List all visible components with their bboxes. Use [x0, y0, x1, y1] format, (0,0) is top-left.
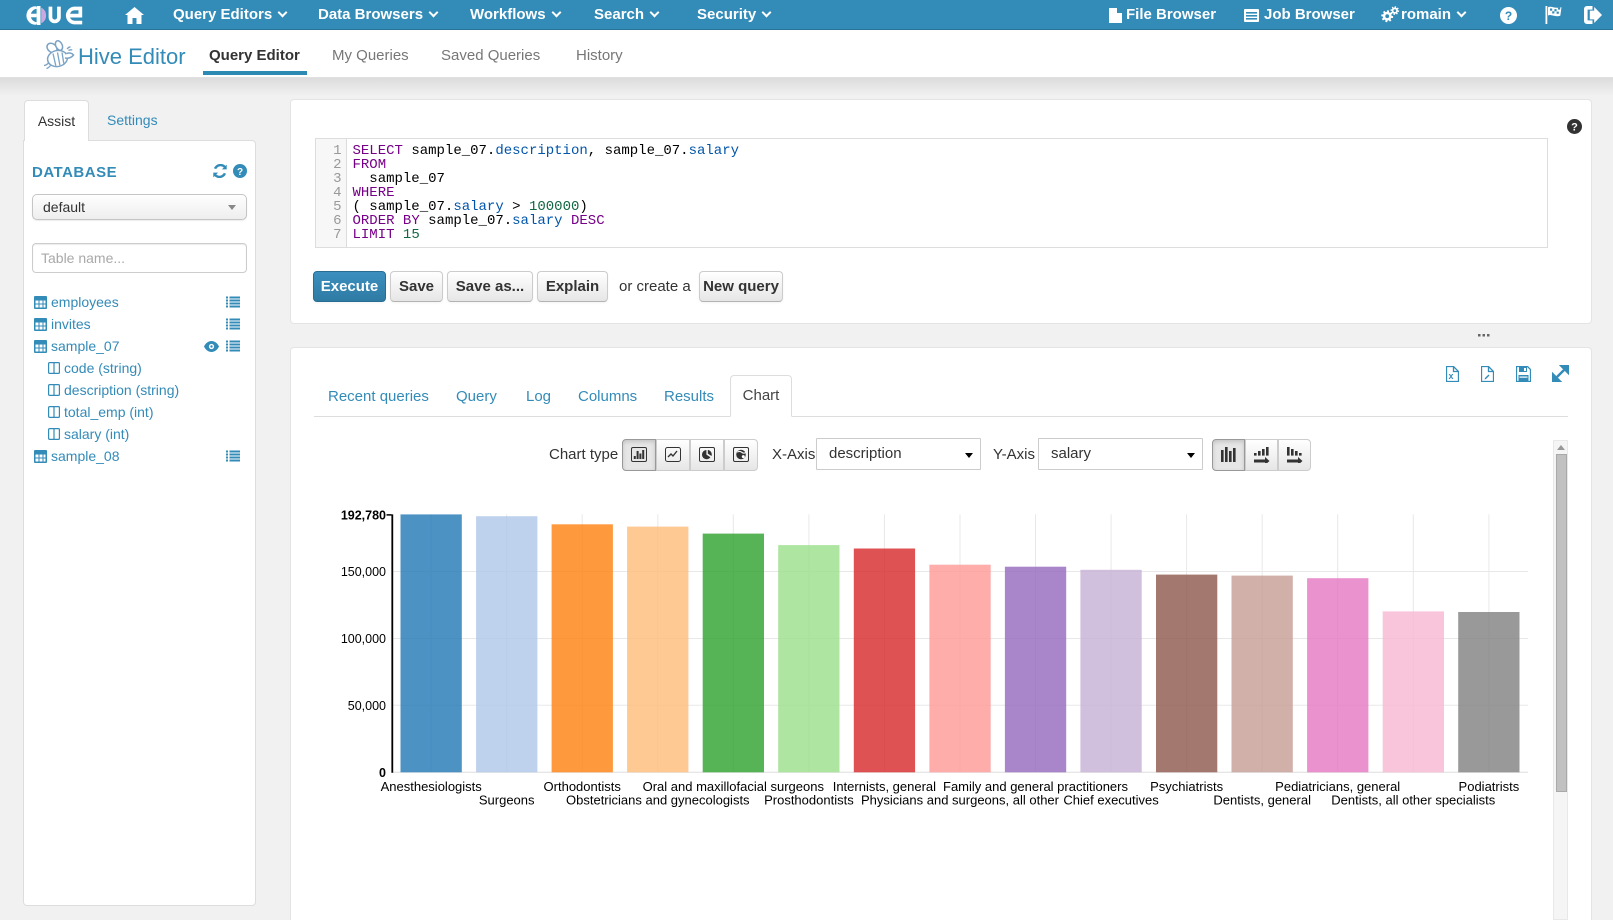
svg-text:Internists, general: Internists, general [833, 779, 936, 794]
svg-text:50,000: 50,000 [348, 699, 386, 713]
svg-text:Surgeons: Surgeons [479, 793, 535, 808]
svg-text:Physicians and surgeons, all o: Physicians and surgeons, all other [861, 793, 1060, 808]
svg-text:?: ? [1505, 9, 1512, 23]
svg-text:Dentists, all other specialist: Dentists, all other specialists [1331, 793, 1496, 808]
svg-text:0: 0 [379, 766, 386, 780]
svg-text:Dentists, general: Dentists, general [1213, 793, 1311, 808]
svg-text:150,000: 150,000 [341, 565, 386, 579]
svg-text:Family and general practitione: Family and general practitioners [943, 779, 1128, 794]
svg-text:Pediatricians, general: Pediatricians, general [1275, 779, 1400, 794]
svg-text:Anesthesiologists: Anesthesiologists [381, 779, 483, 794]
svg-text:?: ? [1571, 122, 1578, 134]
svg-text:?: ? [237, 167, 243, 178]
svg-text:Prosthodontists: Prosthodontists [764, 793, 854, 808]
svg-text:Oral and maxillofacial surgeon: Oral and maxillofacial surgeons [643, 779, 825, 794]
svg-text:Orthodontists: Orthodontists [544, 779, 622, 794]
svg-text:Chief executives: Chief executives [1063, 793, 1159, 808]
svg-text:Podiatrists: Podiatrists [1459, 779, 1520, 794]
svg-text:192,780: 192,780 [341, 509, 386, 523]
svg-text:Obstetricians and gynecologist: Obstetricians and gynecologists [566, 793, 750, 808]
svg-text:Psychiatrists: Psychiatrists [1150, 779, 1223, 794]
svg-text:100,000: 100,000 [341, 632, 386, 646]
svg-text:x: x [1448, 371, 1453, 381]
